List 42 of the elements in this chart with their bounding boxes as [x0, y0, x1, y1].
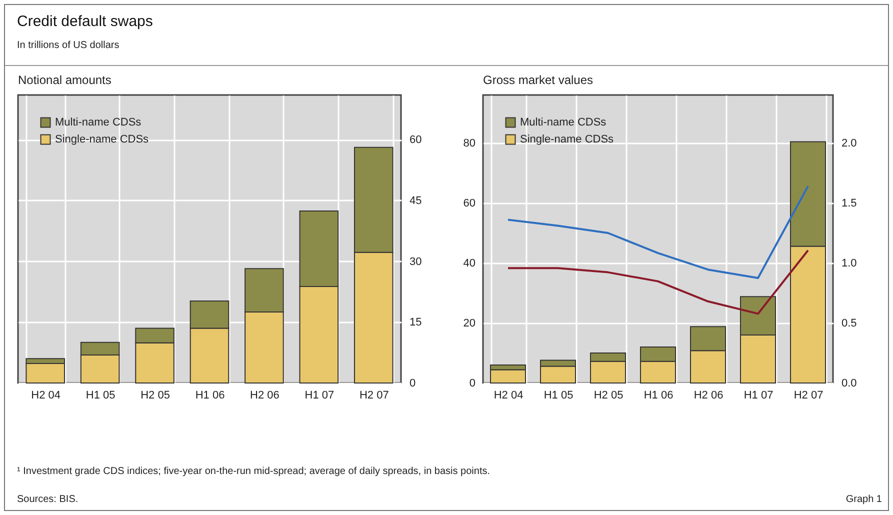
caption: Graph 1	[846, 494, 882, 505]
chart-title: Notional amounts	[18, 73, 112, 87]
x-tick-label: H2 07	[359, 390, 389, 402]
y-tick-label: 45	[410, 194, 422, 207]
y-tick-label: 0	[469, 378, 476, 390]
x-tick-label: H1 05	[544, 390, 574, 402]
y-tick-label: 0	[410, 378, 416, 390]
line-series	[507, 249, 809, 315]
x-tick-label: H1 05	[86, 390, 116, 402]
x-tick-label: H2 04	[494, 390, 524, 402]
legend-label: Single-name CDSs	[55, 134, 150, 146]
x-tick-label: H1 07	[744, 390, 774, 402]
source-note: Sources: BIS.	[17, 494, 78, 505]
text: Credit default swaps	[17, 13, 153, 30]
y-tick-label: 20	[463, 318, 476, 330]
y2-tick-label: 1.0	[842, 258, 857, 270]
text: ¹ Investment grade CDS indices; five-year on-the-run mid-spread; average of daily spreads, in basis points.	[17, 466, 490, 477]
x-tick-label: H2 06	[250, 390, 280, 402]
x-tick-label: H2 05	[594, 390, 624, 402]
x-tick-label: H1 07	[304, 390, 334, 402]
legend-label: Single-name CDSs	[520, 134, 614, 146]
y-tick-label: 60	[463, 198, 476, 210]
y2-tick-label: 0.0	[842, 378, 857, 390]
y-tick-label: 60	[410, 134, 422, 146]
chart-title: Gross market values	[483, 73, 594, 87]
x-tick-label: H2 06	[694, 390, 724, 402]
x-tick-label: H1 06	[644, 390, 674, 402]
legend-label: Multi-name CDSs	[55, 116, 142, 128]
x-tick-label: H1 06	[195, 390, 225, 402]
legend-label: Multi-name CDSs	[520, 116, 607, 128]
y-tick-label: 80	[463, 138, 476, 150]
y2-tick-label: 2.0	[842, 138, 857, 150]
x-tick-label: H2 07	[794, 390, 824, 402]
x-tick-label: H2 04	[31, 390, 61, 402]
line-series	[507, 185, 809, 279]
text: In trillions of US dollars	[17, 40, 120, 51]
x-tick-label: H2 05	[140, 390, 170, 402]
y2-tick-label: 1.5	[842, 198, 857, 210]
y-tick-label: 40	[463, 258, 476, 270]
y-tick-label: 15	[410, 316, 422, 329]
y-tick-label: 30	[410, 256, 422, 268]
y2-tick-label: 0.5	[842, 318, 857, 330]
